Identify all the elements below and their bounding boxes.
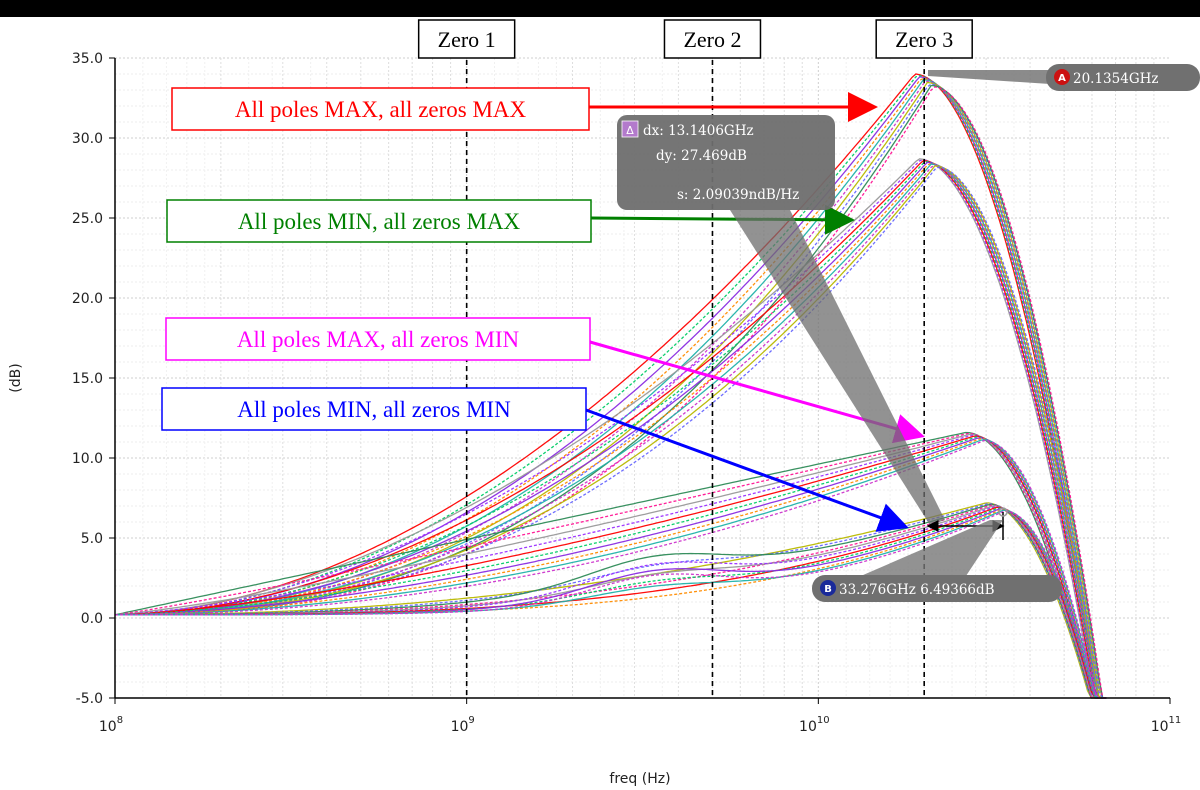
y-tick-label: 0.0 xyxy=(81,611,103,627)
curve-series-3-3 xyxy=(114,433,1107,699)
delta-slope: s: 2.09039ndB/Hz xyxy=(677,187,799,203)
delta-dy: dy: 27.469dB xyxy=(656,148,747,164)
marker-b-tooltip xyxy=(812,575,1062,602)
y-tick-label: 30.0 xyxy=(72,131,103,147)
marker-a-badge-letter: A xyxy=(1058,73,1066,84)
curve-series-3-7 xyxy=(115,437,1107,699)
zero-box-3 xyxy=(875,19,973,59)
axes: 35.0 30.0 25.0 20.0 15.0 10.0 5.0 0.0 -5.0 108 109… xyxy=(8,51,1181,787)
zero-label-3: Zero 3 xyxy=(895,27,953,52)
callout-label-3: All poles MAX, all zeros MIN xyxy=(237,327,520,352)
callout-label-2: All poles MIN, all zeros MAX xyxy=(238,209,521,234)
curve-series-3-8 xyxy=(115,437,1107,699)
callout-label-4: All poles MIN, all zeros MIN xyxy=(237,397,511,422)
x-axis-label: freq (Hz) xyxy=(609,771,670,787)
marker-b-pointer xyxy=(840,520,1003,585)
delta-dx: dx: 13.1406GHz xyxy=(643,123,754,139)
curve-series-3-1 xyxy=(114,431,1107,699)
curve-series-3-4 xyxy=(114,434,1107,699)
callout-label-1: All poles MAX, all zeros MAX xyxy=(235,97,527,122)
y-tick-label: 5.0 xyxy=(81,531,103,547)
delta-badge-symbol: Δ xyxy=(626,124,634,137)
callout-arrow-4 xyxy=(585,408,909,532)
y-tick-label: -5.0 xyxy=(76,691,103,707)
curve-series-3-6 xyxy=(115,436,1107,699)
marker-tooltips: A 20.1354GHz Δ dx: 13.1406GHz dy: 27.469dB s:… xyxy=(617,64,1200,602)
y-tick-label: 35.0 xyxy=(72,51,103,67)
y-tick-label: 10.0 xyxy=(72,451,103,467)
marker-a-pointer xyxy=(928,70,1050,84)
zero-box-1 xyxy=(417,19,516,59)
marker-a-text: 20.1354GHz xyxy=(1073,71,1159,87)
x-tick-label: 108 xyxy=(99,715,123,735)
top-black-bar xyxy=(0,0,1200,17)
curve-series-3-2 xyxy=(114,432,1107,699)
y-tick-label: 25.0 xyxy=(72,211,103,227)
delta-tooltip xyxy=(617,115,835,210)
callout-box-4 xyxy=(161,387,587,431)
zero-box-2 xyxy=(663,19,762,59)
marker-b-text: 33.276GHz 6.49366dB xyxy=(839,582,995,598)
callout-box-3 xyxy=(165,317,591,361)
curve-series-3-9 xyxy=(115,438,1107,699)
marker-a-badge xyxy=(1054,69,1070,85)
callout-box-2 xyxy=(166,199,592,243)
delta-pointer xyxy=(730,210,945,525)
marker-b-badge-letter: B xyxy=(824,584,832,595)
delta-badge xyxy=(621,120,639,138)
marker-a-tooltip xyxy=(1046,64,1200,91)
y-tick-label: 20.0 xyxy=(72,291,103,307)
marker-b-point xyxy=(998,507,1008,517)
callout-box-1 xyxy=(171,87,590,131)
x-tick-label: 1011 xyxy=(1151,715,1182,735)
x-tick-label: 1010 xyxy=(799,715,830,735)
y-axis-label: (dB) xyxy=(8,363,24,392)
marker-b-badge xyxy=(820,580,836,596)
curve-series-2-10 xyxy=(115,166,1107,699)
curve-series-3-10 xyxy=(115,439,1107,699)
zero-label-1: Zero 1 xyxy=(438,27,496,52)
y-tick-label: 15.0 xyxy=(72,371,103,387)
callouts: All poles MAX, all zeros MAX All poles MI… xyxy=(161,87,925,532)
curve-series-4-12 xyxy=(115,510,1107,699)
curve-series-3-5 xyxy=(114,435,1107,699)
zero-label-2: Zero 2 xyxy=(683,27,741,52)
x-tick-label: 109 xyxy=(451,715,475,735)
zero-markers: Zero 1 Zero 2 Zero 3 xyxy=(417,19,973,698)
callout-arrow-2 xyxy=(590,204,855,235)
